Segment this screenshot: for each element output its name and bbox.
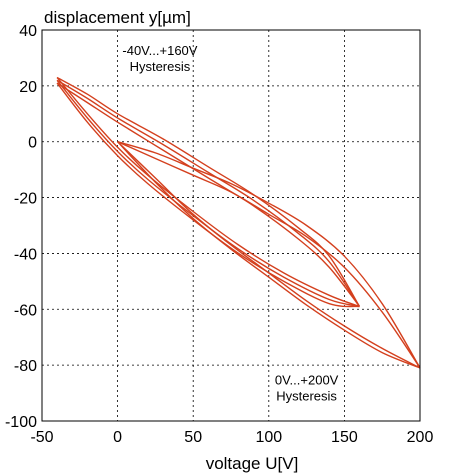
y-tick-label: -60: [14, 302, 37, 319]
y-tick-label: -80: [14, 358, 37, 375]
y-axis-label: displacement y[µm]: [44, 8, 191, 27]
y-tick-label: -100: [5, 414, 37, 431]
annotation-1-line-1: Hysteresis: [276, 389, 337, 404]
x-tick-label: 150: [331, 429, 358, 446]
series-1-loop-0-rising-line: [117, 141, 421, 369]
series-1-loop-1-falling-line: [117, 141, 421, 369]
y-tick-label: 20: [19, 79, 37, 96]
series-1-loop-0-falling-line: [117, 141, 421, 369]
x-tick-label: 200: [407, 429, 434, 446]
y-tick-label: 40: [19, 23, 37, 40]
curves: [56, 76, 421, 369]
y-tick-label: 0: [28, 135, 37, 152]
annotation-1-line-0: 0V...+200V: [275, 373, 339, 388]
grid: [42, 30, 420, 421]
series-0-loop-1-rising-line: [56, 79, 361, 307]
y-tick-label: -20: [14, 191, 37, 208]
series-0-loop-2-rising-line: [56, 82, 361, 307]
annotation-0-line-1: Hysteresis: [130, 59, 191, 74]
series-1-loop-1-rising-line: [117, 141, 421, 369]
plot-frame: [41, 29, 421, 422]
series-0-loop-0-falling-line: [56, 77, 360, 308]
x-tick-label: 50: [184, 429, 202, 446]
x-tick-label: 100: [255, 429, 282, 446]
annotation-0-line-0: -40V...+160V: [122, 43, 197, 58]
series-0-loop-1-falling-line: [56, 79, 360, 308]
x-axis-label: voltage U[V]: [206, 454, 299, 473]
x-tick-label: 0: [113, 429, 122, 446]
series-0-loop-2-falling-line: [56, 82, 360, 308]
y-tick-label: -40: [14, 246, 37, 263]
x-tick-label: -50: [30, 429, 53, 446]
annotations: -40V...+160VHysteresis0V...+200VHysteres…: [122, 43, 338, 404]
